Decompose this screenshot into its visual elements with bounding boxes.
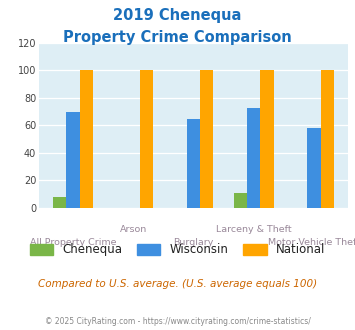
Bar (66, 112, 80, 208)
Bar (53, 197, 66, 208)
Text: Arson: Arson (120, 225, 147, 234)
Bar (247, 108, 260, 208)
Legend: Chenequa, Wisconsin, National: Chenequa, Wisconsin, National (25, 239, 330, 261)
Text: All Property Crime: All Property Crime (30, 239, 116, 248)
Bar (234, 193, 247, 208)
Bar (200, 70, 213, 208)
Text: Property Crime Comparison: Property Crime Comparison (63, 30, 292, 45)
Text: © 2025 CityRating.com - https://www.cityrating.com/crime-statistics/: © 2025 CityRating.com - https://www.city… (45, 317, 310, 326)
Text: Motor Vehicle Theft: Motor Vehicle Theft (268, 239, 355, 248)
Text: Burglary: Burglary (173, 239, 214, 248)
Bar (140, 70, 153, 208)
Bar (321, 70, 334, 208)
Bar (260, 70, 274, 208)
Text: Compared to U.S. average. (U.S. average equals 100): Compared to U.S. average. (U.S. average … (38, 279, 317, 289)
Bar (187, 118, 200, 208)
Text: 2019 Chenequa: 2019 Chenequa (113, 8, 242, 23)
Text: Larceny & Theft: Larceny & Theft (216, 225, 291, 234)
Bar (307, 128, 321, 208)
Bar (80, 70, 93, 208)
